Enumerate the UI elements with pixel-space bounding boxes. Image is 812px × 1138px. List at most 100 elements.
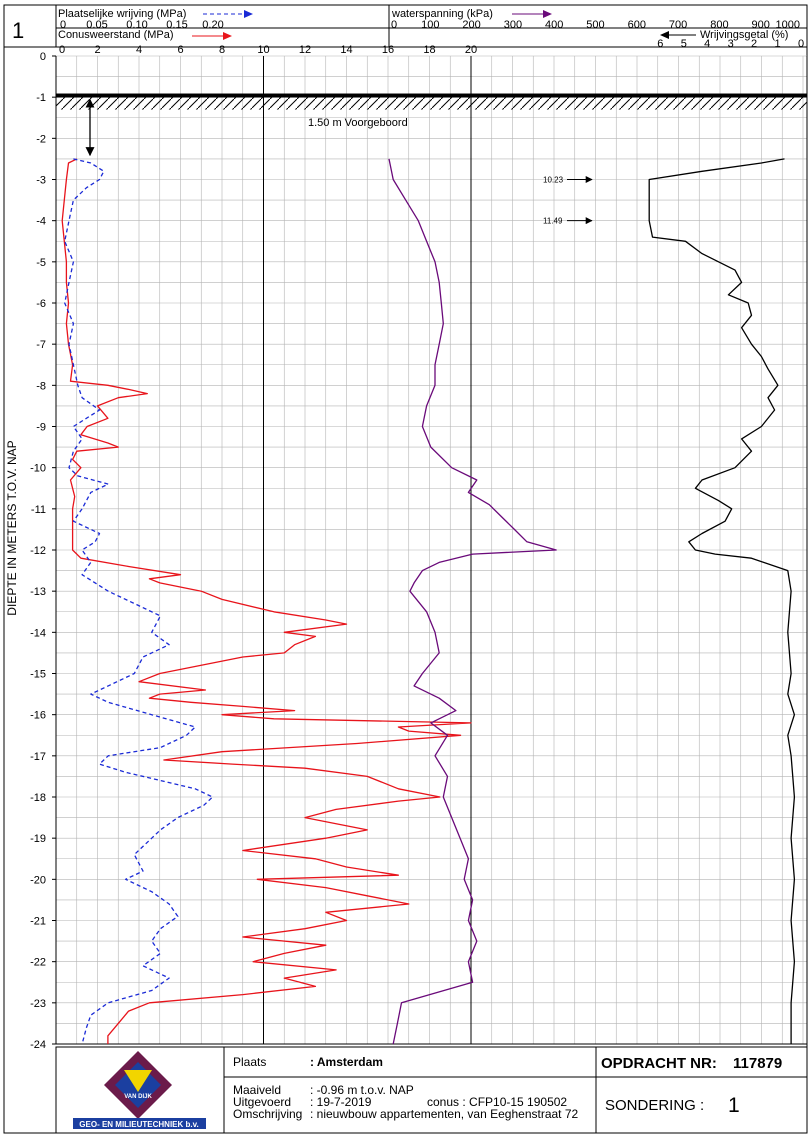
depth-tick-label: -8 — [36, 380, 46, 392]
sounding-number: 1 — [12, 18, 24, 43]
water-tick-label: 500 — [586, 19, 604, 31]
cone-tick-label: 14 — [340, 44, 352, 56]
cone-legend-arrow — [223, 32, 232, 40]
series-layer — [61, 158, 796, 1045]
chart-header: 1 Plaatselijke wrijving (MPa) 0 0.05 0.10 0… — [3, 4, 807, 56]
friction-tick-label: 0.05 — [86, 19, 107, 31]
ratio-tick-label: 3 — [728, 38, 734, 50]
friction-tick-label: 0.10 — [126, 19, 147, 31]
omschrijving-value: : nieuwbouw appartementen, van Eeghenstr… — [310, 1107, 579, 1121]
company-logo: VAN DIJK GEO- EN MILIEUTECHNIEK b.v. — [73, 1051, 206, 1129]
footer-block: VAN DIJK GEO- EN MILIEUTECHNIEK b.v. Pla… — [55, 1046, 808, 1134]
depth-tick-label: -21 — [30, 916, 46, 928]
water-tick-label: 800 — [710, 19, 728, 31]
sondering-value: 1 — [728, 1094, 740, 1117]
water-legend-arrow — [543, 10, 552, 18]
depth-tick-label: -11 — [31, 504, 46, 516]
conus-value: conus : CFP10-15 190502 — [427, 1095, 567, 1109]
cone-axis-title: Conusweerstand (MPa) — [58, 29, 174, 41]
depth-tick-label: -3 — [36, 175, 46, 187]
cone-tick-label: 8 — [219, 44, 225, 56]
ratio-marker-label: 10.23 — [543, 176, 564, 185]
depth-axis: 0 -1 -2 -3 -4 -5 -6 -7 -8 -9 -10 -11 -12 -13 -14 -15 -16… — [30, 51, 56, 1051]
depth-tick-label: -13 — [30, 586, 46, 598]
water-tick-label: 700 — [669, 19, 687, 31]
depth-tick-label: -6 — [36, 298, 46, 310]
cone-tick-label: 18 — [423, 44, 435, 56]
cone-tick-label: 6 — [177, 44, 183, 56]
opdracht-value: 117879 — [733, 1055, 782, 1072]
friction-tick-label: 0.20 — [202, 19, 223, 31]
water-axis-ticks: 0 100 200 300 400 500 600 700 800 900 1000 — [391, 19, 800, 31]
water-tick-label: 300 — [504, 19, 522, 31]
plaats-value: : Amsterdam — [310, 1055, 383, 1069]
plaats-label: Plaats — [233, 1055, 266, 1069]
ground-surface-line — [56, 93, 807, 98]
depth-tick-label: -24 — [30, 1039, 46, 1051]
predrill-annotation: 1.50 m Voorgeboord — [308, 117, 408, 129]
depth-tick-label: -16 — [30, 710, 46, 722]
water-tick-label: 200 — [462, 19, 480, 31]
depth-tick-label: -7 — [36, 339, 46, 351]
local-friction-line — [64, 158, 214, 1045]
ground-hatch — [56, 97, 807, 110]
pore-pressure-line — [388, 158, 557, 1045]
depth-tick-label: -20 — [30, 874, 46, 886]
cone-tick-label: 16 — [382, 44, 394, 56]
depth-tick-label: -12 — [30, 545, 46, 557]
depth-tick-label: -10 — [30, 463, 46, 475]
depth-tick-label: -18 — [30, 792, 46, 804]
water-tick-label: 600 — [628, 19, 646, 31]
surface-level — [56, 93, 807, 157]
cone-tick-label: 10 — [257, 44, 269, 56]
ratio-tick-label: 6 — [657, 38, 663, 50]
uitgevoerd-value: : 19-7-2019 — [310, 1095, 372, 1109]
ratio-legend-arrow — [660, 31, 669, 39]
uitgevoerd-label: Uitgevoerd — [233, 1095, 291, 1109]
depth-tick-label: -19 — [30, 833, 46, 845]
water-tick-label: 100 — [421, 19, 439, 31]
logo-text: VAN DIJK — [124, 1094, 152, 1100]
ratio-tick-label: 5 — [681, 38, 687, 50]
depth-tick-label: -1 — [36, 92, 46, 104]
cone-resistance-line — [61, 158, 472, 1044]
company-name: GEO- EN MILIEUTECHNIEK b.v. — [79, 1120, 198, 1129]
depth-tick-label: -2 — [36, 133, 46, 145]
water-tick-label: 1000 — [775, 19, 799, 31]
ratio-axis-ticks: 6 5 4 3 2 1 0 — [657, 38, 804, 50]
ratio-tick-label: 4 — [704, 38, 710, 50]
ratio-tick-label: 2 — [751, 38, 757, 50]
water-tick-label: 900 — [752, 19, 770, 31]
depth-tick-label: 0 — [40, 51, 46, 63]
depth-tick-label: -5 — [36, 257, 46, 269]
depth-tick-label: -4 — [36, 216, 46, 228]
friction-ratio-line — [648, 158, 796, 1044]
water-tick-label: 0 — [391, 19, 397, 31]
depth-tick-label: -15 — [30, 669, 46, 681]
friction-axis-title: Plaatselijke wrijving (MPa) — [58, 8, 186, 20]
maaiveld-value: : -0.96 m t.o.v. NAP — [310, 1083, 414, 1097]
cone-axis-ticks: 0 2 4 6 8 10 12 14 16 18 20 — [59, 44, 477, 56]
depth-tick-label: -23 — [30, 998, 46, 1010]
plot-grid — [55, 55, 808, 1045]
opdracht-label: OPDRACHT NR: — [601, 1055, 717, 1072]
cone-tick-label: 4 — [136, 44, 142, 56]
depth-tick-label: -14 — [30, 627, 46, 639]
marker-layer: 10.23 11.49 — [543, 176, 593, 226]
water-tick-label: 400 — [545, 19, 563, 31]
friction-legend-arrow — [244, 10, 253, 18]
cone-tick-label: 12 — [299, 44, 311, 56]
cone-tick-label: 2 — [94, 44, 100, 56]
depth-tick-label: -9 — [36, 422, 46, 434]
depth-tick-label: -17 — [30, 751, 46, 763]
sondering-label: SONDERING : — [605, 1097, 704, 1114]
ratio-marker-label: 11.49 — [543, 217, 563, 226]
water-axis-title: waterspanning (kPa) — [391, 8, 493, 20]
maaiveld-label: Maaiveld — [233, 1083, 281, 1097]
depth-axis-label: DIEPTE IN METERS T.O.V. NAP — [5, 440, 19, 615]
friction-tick-label: 0.15 — [166, 19, 187, 31]
cone-tick-label: 0 — [59, 44, 65, 56]
ratio-tick-label: 0 — [798, 38, 804, 50]
ratio-axis-title: Wrijvingsgetal (%) — [700, 29, 788, 41]
